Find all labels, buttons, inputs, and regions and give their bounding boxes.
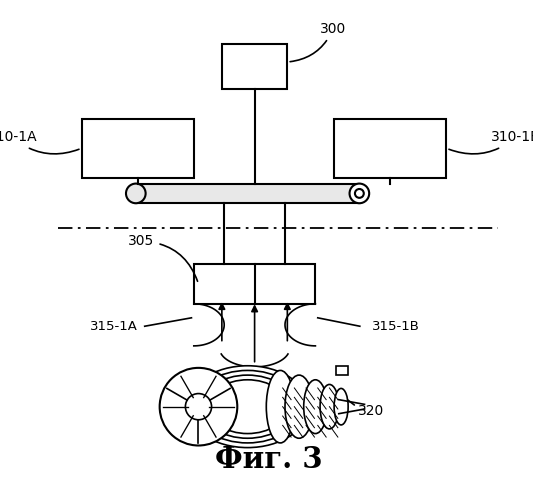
Bar [82,119,194,178]
Ellipse shape [208,380,287,434]
Text: Фиг. 3: Фиг. 3 [215,446,322,474]
Circle shape [350,184,369,203]
Ellipse shape [320,384,339,429]
Bar [136,184,359,203]
Ellipse shape [187,366,309,448]
Circle shape [355,189,364,198]
Ellipse shape [304,380,327,434]
Text: 300: 300 [290,22,346,62]
Ellipse shape [285,375,313,438]
Bar [136,184,359,203]
Text: 305: 305 [128,234,198,282]
Bar [194,264,316,304]
Ellipse shape [201,375,294,438]
Ellipse shape [194,370,301,443]
Ellipse shape [126,184,146,203]
Text: 315-1B: 315-1B [372,320,419,332]
Text: 310-1A: 310-1A [0,130,79,154]
Ellipse shape [266,370,294,443]
Bar [222,44,287,88]
Bar [336,366,348,375]
Bar [334,119,446,178]
Circle shape [160,368,237,446]
Ellipse shape [334,388,348,425]
Text: 320: 320 [358,404,384,418]
Text: 315-1A: 315-1A [90,320,138,332]
Circle shape [185,394,212,420]
Text: 310-1B: 310-1B [449,130,533,154]
